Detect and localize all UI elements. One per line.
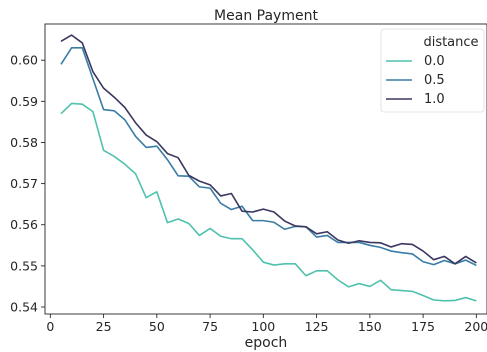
chart-title: Mean Payment bbox=[214, 8, 318, 24]
x-tick-label: 150 bbox=[358, 319, 382, 334]
series-line-1-0 bbox=[60, 34, 477, 265]
y-tick-label: 0.56 bbox=[10, 217, 38, 232]
series-line-0-5 bbox=[60, 47, 477, 267]
x-tick-label: 0 bbox=[46, 319, 54, 334]
x-tick-label: 100 bbox=[251, 319, 275, 334]
legend-label: 1.0 bbox=[424, 92, 445, 107]
plot-frame bbox=[44, 23, 487, 315]
x-tick-label: 25 bbox=[96, 319, 112, 334]
y-tick-label: 0.57 bbox=[10, 176, 38, 191]
series-layer bbox=[60, 34, 477, 302]
legend: distance 0.0 0.5 1.0 bbox=[380, 28, 485, 113]
y-tick-label: 0.60 bbox=[10, 53, 38, 68]
x-tick-label: 200 bbox=[464, 319, 487, 334]
x-axis: 0 25 50 75 100 125 150 175 200 bbox=[46, 314, 487, 334]
legend-label: 0.0 bbox=[424, 54, 445, 69]
legend-label: 0.5 bbox=[424, 73, 445, 88]
x-tick-label: 175 bbox=[411, 319, 435, 334]
y-tick-label: 0.59 bbox=[10, 94, 38, 109]
y-axis: 0.54 0.55 0.56 0.57 0.58 0.59 0.60 bbox=[10, 53, 45, 315]
x-tick-label: 75 bbox=[202, 319, 218, 334]
y-tick-label: 0.58 bbox=[10, 135, 38, 150]
x-tick-label: 125 bbox=[305, 319, 329, 334]
x-axis-label: epoch bbox=[245, 335, 288, 351]
y-tick-label: 0.54 bbox=[10, 300, 38, 315]
y-tick-label: 0.55 bbox=[10, 258, 38, 273]
x-tick-label: 50 bbox=[149, 319, 165, 334]
legend-box bbox=[380, 28, 485, 113]
legend-title: distance bbox=[423, 35, 478, 50]
series-line-0-0 bbox=[60, 102, 477, 302]
